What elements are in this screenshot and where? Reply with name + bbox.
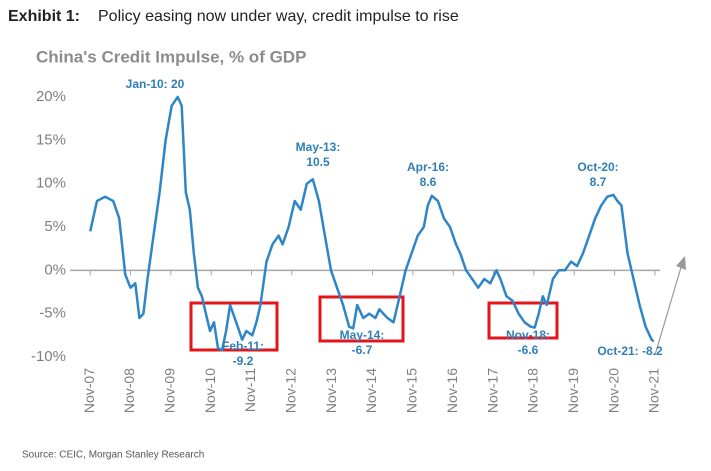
x-tick-label: Nov-12 [283, 368, 299, 413]
annotation: Oct-21: -8.2 [597, 344, 663, 358]
annotation: -6.7 [352, 343, 373, 357]
chart-subtitle: China's Credit Impulse, % of GDP [36, 47, 306, 66]
source: Source: CEIC, Morgan Stanley Research [22, 450, 204, 461]
y-tick-label: -10% [31, 348, 66, 365]
annotation: -6.6 [518, 343, 539, 357]
y-tick-label: 0% [44, 261, 66, 278]
x-tick-label: Nov-17 [484, 368, 500, 413]
title-label: Exhibit 1: [8, 8, 80, 25]
chart-title: Policy easing now under way, credit impu… [98, 8, 459, 25]
highlight-box [189, 301, 279, 352]
x-tick-label: Nov-10 [202, 368, 218, 413]
x-tick-label: Nov-21 [646, 368, 662, 413]
y-tick-label: 15% [36, 131, 66, 148]
x-tick-label: Nov-08 [121, 368, 137, 413]
annotation: May-13: [296, 140, 341, 154]
y-tick-label: 20% [36, 88, 66, 105]
x-tick-label: Nov-20 [605, 368, 621, 413]
annotation: Nov-18: [506, 328, 550, 342]
annotation: 10.5 [306, 155, 330, 169]
annotation: -9.2 [233, 354, 254, 368]
x-tick-label: Nov-09 [162, 368, 178, 413]
annotation: May-14: [340, 328, 385, 342]
x-tick-label: Nov-07 [81, 368, 97, 413]
annotation: 8.6 [420, 175, 437, 189]
x-tick-label: Nov-15 [404, 368, 420, 413]
annotation: Oct-20: [577, 160, 618, 174]
x-tick-label: Nov-11 [242, 368, 258, 412]
line-series [88, 95, 655, 352]
x-tick-label: Nov-16 [444, 368, 460, 413]
highlight-box [318, 295, 405, 343]
annotation: 8.7 [590, 175, 607, 189]
x-tick-label: Nov-18 [525, 368, 541, 413]
trend-arrow [654, 263, 683, 356]
trend-arrowhead [676, 256, 686, 270]
y-tick-label: 5% [44, 218, 66, 235]
annotation: Feb-11: [222, 339, 264, 353]
highlight-box [487, 301, 559, 340]
annotation: Apr-16: [407, 160, 449, 174]
y-tick-label: -5% [39, 305, 66, 322]
x-tick-label: Nov-13 [323, 368, 339, 413]
y-tick-label: 10% [36, 175, 66, 192]
x-tick-label: Nov-19 [565, 368, 581, 413]
annotation: Jan-10: 20 [126, 77, 185, 91]
x-tick-label: Nov-14 [363, 368, 379, 413]
